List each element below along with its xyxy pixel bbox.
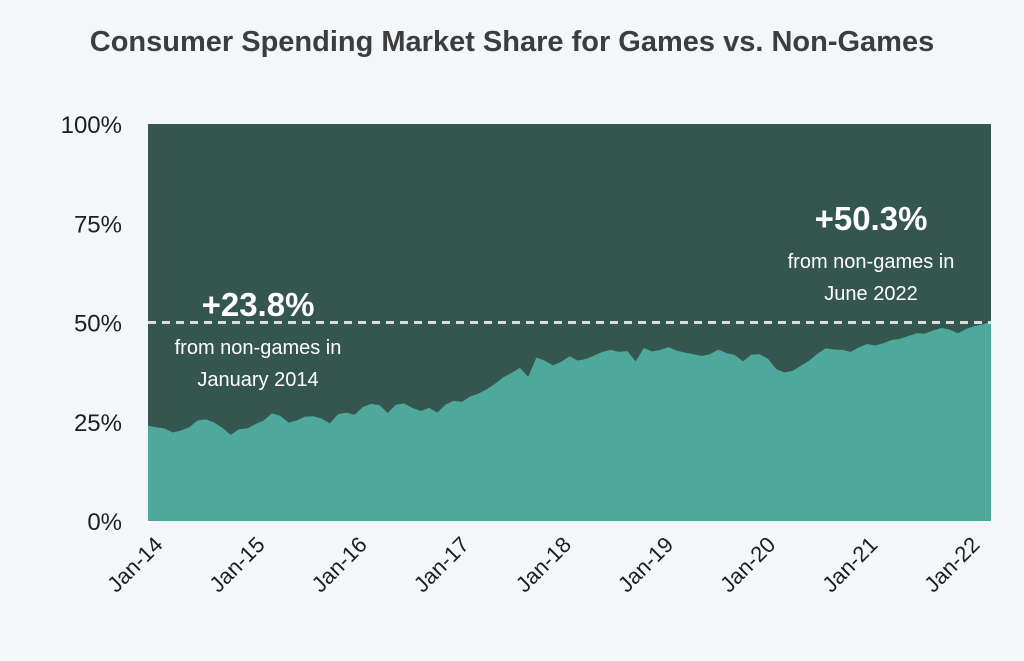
lower-area (148, 321, 991, 521)
y-tick-label: 0% (87, 509, 122, 536)
y-tick-label: 75% (74, 211, 122, 238)
x-tick-label: Jan-20 (715, 532, 780, 597)
y-axis: 0% 25% 50% 75% 100% (61, 112, 122, 536)
annotation-end-line2: June 2022 (824, 283, 917, 305)
x-tick-label: Jan-19 (613, 532, 678, 597)
chart-title: Consumer Spending Market Share for Games… (89, 26, 935, 58)
y-tick-label: 50% (74, 311, 122, 338)
annotation-end-value: +50.3% (815, 200, 928, 237)
x-tick-label: Jan-22 (919, 532, 984, 597)
y-tick-label: 25% (74, 410, 122, 437)
x-tick-label: Jan-21 (817, 532, 882, 597)
x-tick-label: Jan-18 (511, 532, 576, 597)
y-tick-label: 100% (61, 112, 122, 139)
x-tick-label: Jan-14 (102, 532, 167, 597)
annotation-start: +23.8% from non-games in January 2014 (175, 286, 342, 391)
annotation-end-line1: from non-games in (788, 251, 955, 273)
annotation-start-value: +23.8% (202, 286, 315, 323)
annotation-start-line2: January 2014 (197, 369, 318, 391)
x-axis: Jan-14 Jan-15 Jan-16 Jan-17 Jan-18 Jan-19 Jan-… (102, 532, 984, 597)
annotation-end: +50.3% from non-games in June 2022 (788, 200, 955, 305)
annotation-start-line1: from non-games in (175, 337, 342, 359)
x-tick-label: Jan-16 (307, 532, 372, 597)
x-tick-label: Jan-15 (204, 532, 269, 597)
x-tick-label: Jan-17 (409, 532, 474, 597)
